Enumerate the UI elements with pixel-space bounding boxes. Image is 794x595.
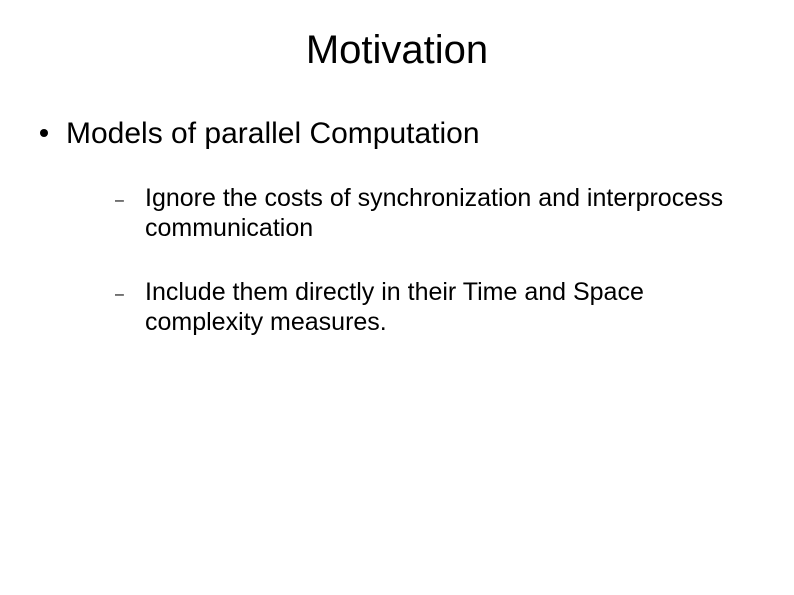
bullet-dash-icon: – [115,193,125,209]
bullet-level2-group: – Ignore the costs of synchronization an… [115,183,754,337]
bullet-level2-text: Include them directly in their Time and … [145,277,754,337]
slide: Motivation Models of parallel Computatio… [0,0,794,595]
bullet-level1: Models of parallel Computation [40,115,754,153]
bullet-dash-icon: – [115,287,125,303]
slide-content: Models of parallel Computation – Ignore … [40,115,754,371]
bullet-level1-text: Models of parallel Computation [66,115,480,153]
bullet-level2: – Ignore the costs of synchronization an… [115,183,754,243]
slide-title: Motivation [0,28,794,73]
bullet-level2: – Include them directly in their Time an… [115,277,754,337]
bullet-disc-icon [40,129,48,137]
bullet-level2-text: Ignore the costs of synchronization and … [145,183,754,243]
